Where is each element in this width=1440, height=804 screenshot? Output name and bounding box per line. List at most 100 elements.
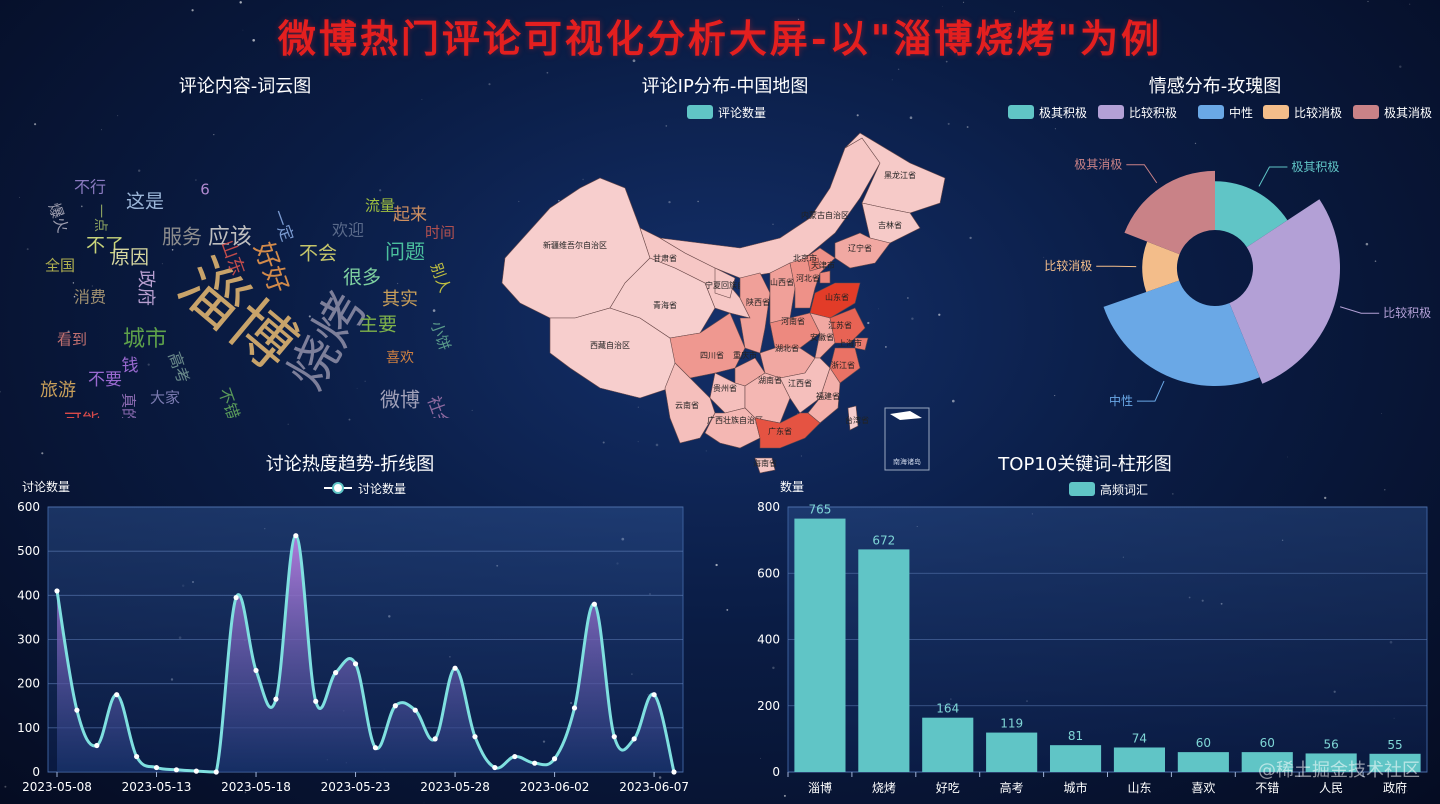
line-legend-label: 讨论数量 (358, 481, 406, 496)
word-49: 爆火 (45, 201, 72, 235)
line-point-22 (492, 764, 498, 771)
wordcloud-title: 评论内容-词云图 (178, 76, 312, 97)
bar-value-label-6: 60 (1196, 736, 1211, 750)
province-8 (714, 267, 736, 299)
word-36: 钱 (122, 356, 139, 376)
line-point-15 (352, 661, 359, 667)
word-44: 一点 (92, 204, 108, 232)
line-ytick-4: 400 (17, 588, 40, 602)
bar-8 (1305, 753, 1357, 772)
province-label-17: 重庆市 (733, 350, 757, 360)
line-point-17 (392, 703, 398, 709)
star (942, 5, 943, 7)
word-32: 欢迎 (332, 221, 364, 240)
rose-slice-0 (1215, 181, 1288, 248)
rose-label-line-1 (1339, 306, 1380, 314)
line-point-2 (94, 742, 100, 749)
word-38: 不错 (215, 385, 244, 418)
bar-ytick-0: 0 (772, 765, 780, 779)
province-13 (819, 270, 831, 284)
star (969, 236, 972, 240)
bar-ytick-3: 600 (757, 566, 780, 580)
star (1409, 3, 1411, 5)
province-label-31: 台湾省 (845, 415, 869, 425)
bar-4 (1049, 745, 1102, 772)
line-xtick-0: 2023-05-08 (22, 780, 92, 794)
province-27 (664, 362, 716, 444)
word-25: 不要 (88, 370, 122, 390)
province-21 (854, 337, 869, 351)
line-xtick-5: 2023-06-02 (520, 780, 590, 794)
word-46: 喜欢 (386, 350, 414, 366)
bar-legend-swatch (1069, 482, 1095, 496)
line-xtick-6: 2023-06-07 (619, 780, 689, 794)
province-label-27: 云南省 (675, 400, 699, 410)
line-xtick-1: 2023-05-13 (122, 780, 192, 794)
line-point-27 (591, 601, 597, 607)
line-point-9 (233, 594, 239, 601)
rose-legend-label-1: 比较积极 (1129, 105, 1177, 120)
word-14: 其实 (382, 289, 418, 310)
rose-legend-swatch-4 (1353, 105, 1379, 119)
province-label-4: 内蒙古自治区 (801, 210, 849, 220)
bar-0 (794, 518, 846, 772)
line-xtick-4: 2023-05-28 (420, 780, 490, 794)
word-50: 6 (200, 181, 210, 199)
province-11 (789, 247, 836, 309)
province-29 (754, 412, 821, 449)
word-16: 微博 (380, 388, 420, 412)
star (966, 126, 969, 128)
word-35: 不行 (74, 178, 106, 197)
province-label-14: 山东省 (825, 292, 849, 302)
bar-7 (1241, 752, 1293, 772)
line-point-24 (532, 760, 538, 766)
word-30: 起来 (393, 205, 427, 225)
line-point-3 (114, 692, 120, 698)
province-30 (754, 457, 776, 474)
line-point-20 (452, 665, 458, 671)
line-point-6 (173, 767, 180, 773)
word-23: 可能 (64, 411, 100, 418)
line-xlabel: 日期 (698, 766, 700, 780)
province-label-28: 广西壮族自治区 (707, 415, 763, 425)
bar-category-label-0: 淄博 (808, 780, 832, 795)
line-point-14 (333, 670, 339, 676)
province-label-18: 湖北省 (775, 343, 799, 353)
province-20 (829, 307, 866, 344)
line-point-18 (412, 707, 418, 713)
line-point-12 (293, 533, 299, 539)
bar-value-label-5: 74 (1132, 731, 1147, 745)
line-point-13 (313, 698, 319, 704)
line-point-30 (651, 692, 657, 698)
bar-value-label-0: 765 (808, 503, 831, 517)
bar-2 (922, 717, 974, 772)
province-label-19: 安徽省 (810, 332, 834, 342)
rose-slice-3 (1142, 241, 1180, 292)
line-point-31 (671, 769, 677, 775)
word-47: 真的 (120, 393, 138, 418)
map-legend-label: 评论数量 (718, 105, 766, 120)
province-label-6: 吉林省 (878, 220, 902, 230)
province-label-32: 南海诸岛 (893, 457, 921, 466)
word-42: 流量 (365, 197, 395, 215)
word-9: 政府 (135, 270, 156, 306)
line-point-8 (213, 769, 219, 775)
bar-category-label-8: 人民 (1319, 781, 1343, 795)
rose-label-2: 中性 (1109, 393, 1133, 408)
line-point-28 (611, 734, 617, 740)
line-point-0 (54, 588, 60, 594)
bar-value-label-7: 60 (1260, 736, 1275, 750)
province-9 (739, 272, 771, 354)
bar-value-label-2: 164 (936, 702, 959, 716)
bar-value-label-9: 55 (1387, 738, 1402, 752)
word-40: 看到 (57, 331, 87, 349)
map-title: 评论IP分布-中国地图 (641, 76, 809, 97)
star (287, 423, 289, 425)
line-point-16 (372, 745, 379, 751)
word-8: 原因 (111, 247, 149, 269)
line-point-26 (571, 705, 578, 711)
rose-label-line-4 (1126, 164, 1158, 184)
word-33: 全国 (45, 257, 75, 275)
province-label-16: 四川省 (700, 350, 724, 360)
